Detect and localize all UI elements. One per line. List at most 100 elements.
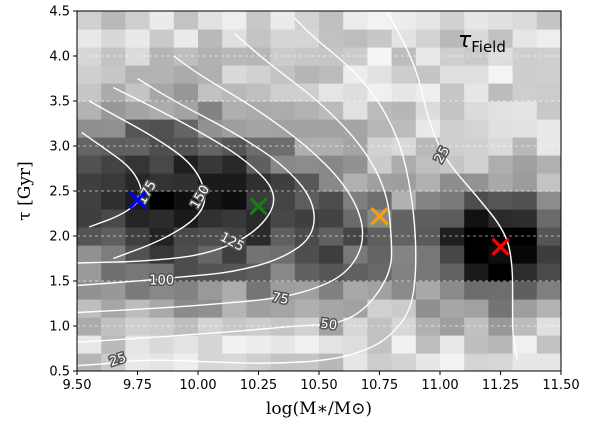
contour-line-100 (77, 77, 315, 287)
contour-line-25 (77, 17, 417, 367)
heatmap-cell (149, 173, 175, 192)
heatmap-cell (222, 65, 247, 84)
heatmap-cell (125, 29, 151, 48)
contour-label-100: 100 (149, 274, 174, 289)
heatmap-cell (294, 245, 320, 264)
heatmap-cell (464, 101, 489, 120)
heatmap-cell (125, 281, 151, 300)
heatmap-cell (415, 191, 441, 210)
heatmap-cell (512, 299, 538, 318)
heatmap-cell (222, 11, 247, 30)
heatmap-cell (512, 191, 538, 210)
heatmap-cell (391, 83, 417, 102)
heatmap-cell (222, 173, 247, 192)
heatmap-cell (319, 191, 344, 210)
heatmap-cell (440, 191, 465, 210)
heatmap-cell (415, 101, 441, 120)
heatmap-cell (464, 83, 489, 102)
marker-x (128, 190, 147, 210)
heatmap-cell (246, 11, 272, 30)
heatmap-cell (464, 353, 489, 371)
heatmap-cell (294, 101, 320, 120)
heatmap-cell (222, 245, 247, 264)
heatmap-cell (173, 173, 199, 192)
heatmap-cell (464, 245, 489, 264)
heatmap-cell (512, 209, 538, 228)
heatmap-cell (536, 29, 561, 48)
heatmap-cell (246, 83, 272, 102)
heatmap-cell (343, 173, 368, 192)
y-tick-label: 1.5 (49, 275, 70, 290)
heatmap-cell (294, 65, 320, 84)
heatmap-cell (270, 263, 296, 282)
heatmap-cell (464, 119, 489, 138)
heatmap-cell (536, 155, 561, 174)
heatmap-cell (77, 65, 102, 84)
heatmap-cell (173, 11, 199, 30)
heatmap-cell (488, 191, 514, 210)
heatmap-cell (149, 29, 175, 48)
heatmap-cell (343, 209, 368, 228)
heatmap-cell (440, 209, 465, 228)
heatmap-cell (440, 47, 465, 66)
heatmap-cell (391, 281, 417, 300)
heatmap-cell (198, 65, 223, 84)
heatmap-cell (77, 83, 102, 102)
heatmap-cell (391, 173, 417, 192)
contour-line-125 (77, 86, 275, 264)
y-tick-label: 3.5 (49, 95, 70, 110)
heatmap-cell (415, 65, 441, 84)
heatmap-cell (101, 29, 126, 48)
heatmap-cell (77, 335, 102, 354)
heatmap-cell (415, 47, 441, 66)
heatmap-cell (391, 101, 417, 120)
heatmap-cell (173, 83, 199, 102)
heatmap-cell (512, 101, 538, 120)
heatmap-cell (488, 317, 514, 336)
heatmap-cell (512, 65, 538, 84)
heatmap-cell (319, 353, 344, 371)
heatmap-cell (198, 83, 223, 102)
heatmap-cell (173, 65, 199, 84)
heatmap-cell (440, 119, 465, 138)
heatmap-cell (391, 227, 417, 246)
heatmap-cell (319, 155, 344, 174)
heatmap-cell (512, 317, 538, 336)
heatmap-cell (464, 47, 489, 66)
heatmap-cell (246, 155, 272, 174)
heatmap-cell (173, 245, 199, 264)
heatmap-cell (367, 119, 393, 138)
heatmap-cell (367, 11, 393, 30)
heatmap-cell (294, 155, 320, 174)
heatmap-cell (319, 173, 344, 192)
heatmap-cell (149, 119, 175, 138)
heatmap-cell (536, 137, 561, 156)
heatmap-cell (246, 29, 272, 48)
heatmap-cell (536, 317, 561, 336)
heatmap-cell (415, 335, 441, 354)
heatmap-cell (415, 353, 441, 371)
heatmap-cell (149, 335, 175, 354)
heatmap-cell (77, 155, 102, 174)
heatmap-cell (173, 263, 199, 282)
heatmap-cell (343, 155, 368, 174)
heatmap-cell (246, 173, 272, 192)
heatmap-cell (464, 317, 489, 336)
marker-x (249, 197, 268, 216)
heatmap-cell (536, 101, 561, 120)
heatmap-cell (464, 11, 489, 30)
heatmap-cell (270, 83, 296, 102)
heatmap-cell (391, 65, 417, 84)
heatmap-cell (77, 191, 102, 210)
heatmap-cell (270, 29, 296, 48)
heatmap-cell (512, 281, 538, 300)
heatmap-cell (464, 209, 489, 228)
heatmap-cell (367, 353, 393, 371)
heatmap-cell (125, 263, 151, 282)
heatmap-cell (319, 263, 344, 282)
heatmap-cell (464, 335, 489, 354)
heatmap-cell (488, 155, 514, 174)
panel-label-main: τ (458, 28, 472, 53)
heatmap-cell (198, 335, 223, 354)
panel-label-sub: Field (471, 38, 506, 56)
